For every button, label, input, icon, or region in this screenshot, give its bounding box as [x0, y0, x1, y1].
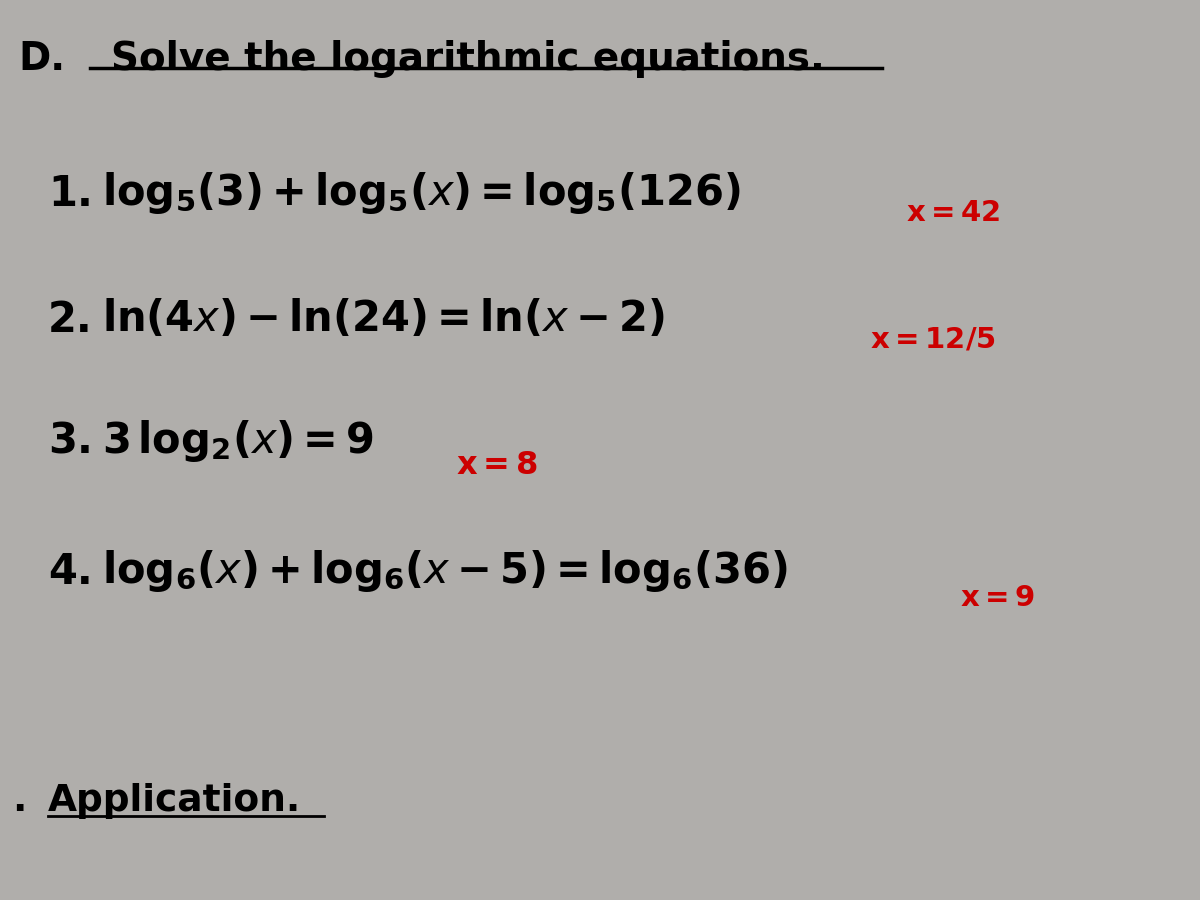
Text: $\mathbf{log_5(3)+log_5(\mathit{x})=log_5(126)}$: $\mathbf{log_5(3)+log_5(\mathit{x})=log_… [102, 170, 740, 217]
Text: $\mathbf{x=8}$: $\mathbf{x=8}$ [456, 450, 539, 481]
Text: Application.: Application. [48, 783, 301, 819]
Text: .: . [12, 783, 26, 819]
Text: 1.: 1. [48, 173, 92, 214]
Text: $\mathbf{x=9}$: $\mathbf{x=9}$ [960, 584, 1034, 613]
Text: D.: D. [18, 40, 65, 78]
Text: $\mathbf{x=12/5}$: $\mathbf{x=12/5}$ [870, 325, 996, 354]
Text: Solve the logarithmic equations.: Solve the logarithmic equations. [84, 40, 824, 78]
Text: 2.: 2. [48, 299, 92, 340]
Text: $\mathbf{x=42}$: $\mathbf{x=42}$ [906, 199, 1001, 228]
Text: $\mathbf{3\,log_2(\mathit{x})=9}$: $\mathbf{3\,log_2(\mathit{x})=9}$ [102, 418, 374, 464]
Text: 3.: 3. [48, 420, 92, 462]
Text: $\mathbf{log_6(\mathit{x})+log_6(\mathit{x}-5)=log_6(36)}$: $\mathbf{log_6(\mathit{x})+log_6(\mathit… [102, 548, 787, 595]
Text: $\mathbf{ln(4\mathit{x})-ln(24)=ln(\mathit{x}-2)}$: $\mathbf{ln(4\mathit{x})-ln(24)=ln(\math… [102, 299, 665, 340]
Text: 4.: 4. [48, 551, 92, 592]
